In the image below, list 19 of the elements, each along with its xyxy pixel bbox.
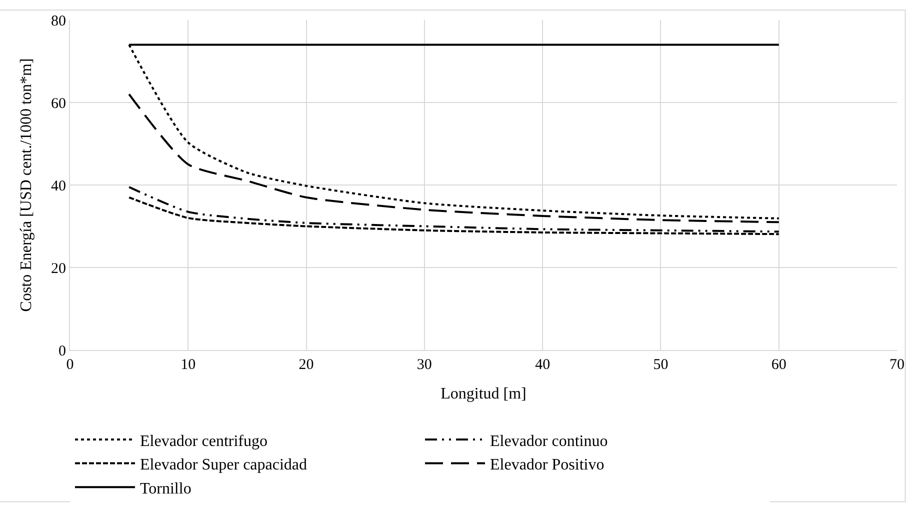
y-tick-label: 60: [51, 96, 66, 112]
legend-label: Elevador Positivo: [490, 456, 604, 474]
legend-label: Elevador centrifugo: [140, 432, 268, 450]
y-tick-label: 80: [51, 13, 66, 30]
x-tick-label: 40: [535, 357, 550, 373]
x-tick-label: 30: [416, 357, 432, 373]
y-tick-label: 20: [51, 260, 66, 277]
x-axis-title: Longitud [m]: [440, 386, 526, 403]
y-axis-title: Costo Energía [USD cent./1000 ton*m]: [18, 58, 35, 312]
x-tick-label: 60: [771, 357, 786, 373]
x-tick-label: 70: [890, 357, 904, 373]
y-tick-label: 40: [51, 178, 66, 194]
x-tick-label: 50: [653, 357, 668, 373]
legend-label: Elevador Super capacidad: [140, 456, 308, 474]
x-tick-label: 10: [180, 357, 196, 373]
legend-label: Tornillo: [140, 480, 192, 498]
y-tick-label: 0: [58, 343, 66, 360]
legend-label: Elevador continuo: [490, 432, 608, 450]
x-tick-label: 20: [298, 357, 314, 373]
